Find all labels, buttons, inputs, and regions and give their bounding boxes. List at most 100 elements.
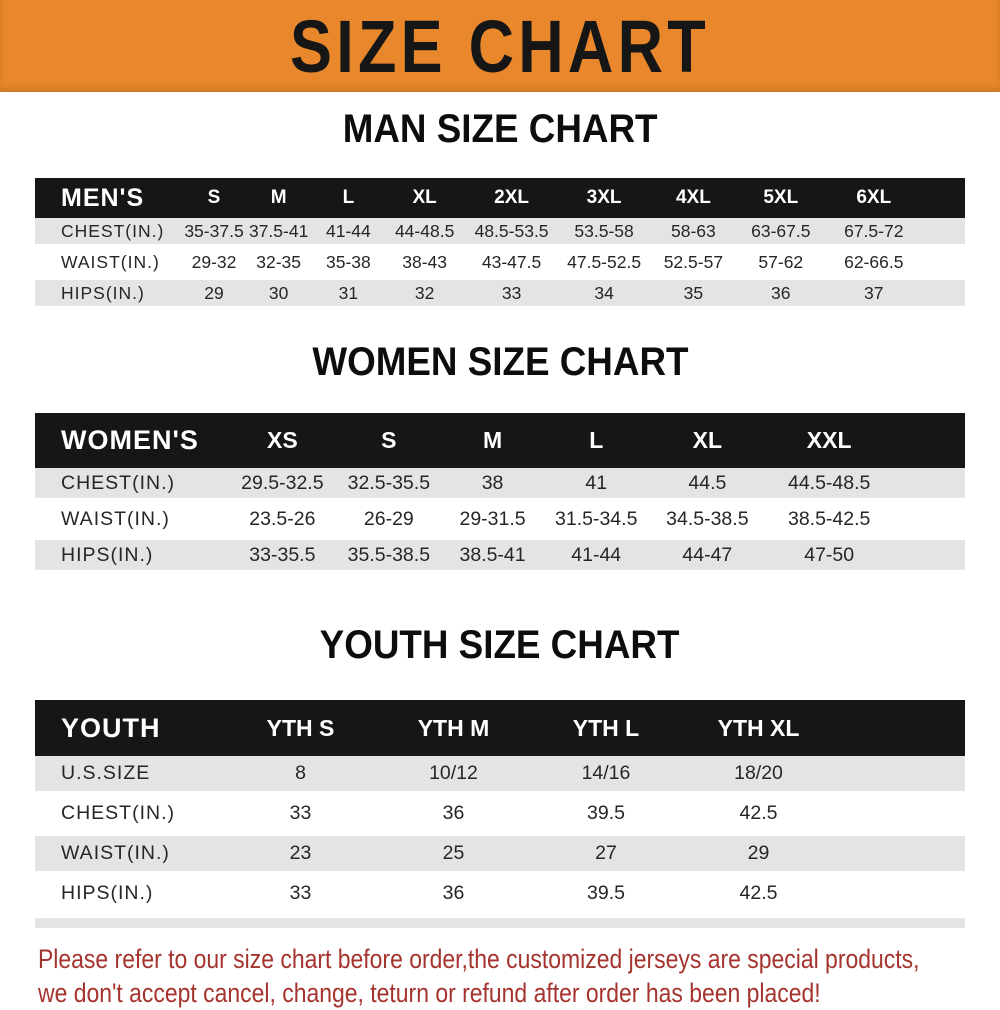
youth-hips-row: HIPS(IN.) 33 36 39.5 42.5	[35, 876, 965, 916]
cell: 41	[543, 468, 649, 504]
men-header-row: MEN'S S M L XL 2XL 3XL 4XL 5XL 6XL	[35, 178, 965, 218]
disclaimer-line-1: Please refer to our size chart before or…	[38, 944, 920, 974]
cell: 53.5-58	[557, 218, 651, 249]
man-size-chart-heading: MAN SIZE CHART	[342, 107, 658, 151]
cell: 32-35	[244, 249, 314, 280]
cell: 33	[223, 876, 378, 916]
cell: 26-29	[336, 504, 442, 540]
cell: 29	[682, 836, 835, 876]
youth-waist-row: WAIST(IN.) 23 25 27 29	[35, 836, 965, 876]
men-col-header: S	[183, 178, 245, 218]
cell: 47-50	[765, 540, 893, 576]
banner-title: SIZE CHART	[290, 4, 710, 88]
cell: 35-37.5	[183, 218, 245, 249]
cell: 33	[465, 280, 558, 311]
cell: 35	[650, 280, 737, 311]
cell: 36	[377, 876, 530, 916]
cell-filler	[834, 876, 965, 916]
size-chart-banner: SIZE CHART	[0, 0, 1000, 92]
cell: 41-44	[313, 218, 384, 249]
disclaimer-line-2: we don't accept cancel, change, teturn o…	[38, 978, 821, 1008]
women-col-header: L	[543, 413, 649, 468]
cell: 44.5	[648, 468, 766, 504]
cell: 39.5	[529, 796, 683, 836]
women-col-header: M	[441, 413, 544, 468]
cell-filler	[922, 280, 965, 311]
cell: 44-47	[648, 540, 766, 576]
cell: 32	[383, 280, 466, 311]
women-col-header: XS	[228, 413, 337, 468]
row-label: CHEST(IN.)	[35, 218, 184, 249]
cell: 36	[377, 796, 530, 836]
cell: 8	[223, 756, 378, 796]
women-waist-row: WAIST(IN.) 23.5-26 26-29 29-31.5 31.5-34…	[35, 504, 965, 540]
women-hips-row: HIPS(IN.) 33-35.5 35.5-38.5 38.5-41 41-4…	[35, 540, 965, 576]
cell: 35-38	[313, 249, 384, 280]
cell: 38	[441, 468, 544, 504]
cell: 63-67.5	[736, 218, 826, 249]
women-size-chart-heading: WOMEN SIZE CHART	[311, 340, 689, 384]
cell-filler	[892, 504, 965, 540]
women-table-label: WOMEN'S	[35, 413, 229, 468]
cell: 42.5	[682, 876, 835, 916]
disclaimer: Please refer to our size chart before or…	[38, 942, 1000, 1010]
cell-filler	[834, 796, 965, 836]
men-waist-row: WAIST(IN.) 29-32 32-35 35-38 38-43 43-47…	[35, 249, 965, 280]
women-col-header: S	[336, 413, 442, 468]
youth-table-label: YOUTH	[35, 700, 224, 756]
cell: 52.5-57	[650, 249, 737, 280]
men-col-header: M	[244, 178, 314, 218]
cell: 57-62	[736, 249, 826, 280]
row-label: U.S.SIZE	[35, 756, 224, 796]
cell: 23.5-26	[228, 504, 337, 540]
cell: 41-44	[543, 540, 649, 576]
row-label: CHEST(IN.)	[35, 796, 224, 836]
header-filler	[892, 413, 965, 468]
cell: 29	[183, 280, 245, 311]
cell-filler	[922, 218, 965, 249]
row-label: WAIST(IN.)	[35, 249, 184, 280]
cell: 38.5-42.5	[765, 504, 893, 540]
men-col-header: XL	[383, 178, 466, 218]
row-label: HIPS(IN.)	[35, 280, 184, 311]
cell: 38-43	[383, 249, 466, 280]
row-label: CHEST(IN.)	[35, 468, 229, 504]
cell-filler	[892, 468, 965, 504]
row-label: HIPS(IN.)	[35, 540, 229, 576]
cell: 14/16	[529, 756, 683, 796]
men-col-header: L	[313, 178, 384, 218]
youth-col-header: YTH L	[529, 700, 683, 756]
men-col-header: 6XL	[825, 178, 923, 218]
cell: 37	[825, 280, 923, 311]
youth-col-header: YTH XL	[682, 700, 835, 756]
women-size-table: WOMEN'S XS S M L XL XXL CHEST(IN.) 29.5-…	[35, 413, 965, 576]
men-size-table: MEN'S S M L XL 2XL 3XL 4XL 5XL 6XL CHEST…	[35, 178, 965, 311]
cell-filler	[892, 540, 965, 576]
cell: 25	[377, 836, 530, 876]
cell: 34.5-38.5	[648, 504, 766, 540]
cell-filler	[834, 836, 965, 876]
cell: 32.5-35.5	[336, 468, 442, 504]
cell: 34	[557, 280, 651, 311]
women-header-row: WOMEN'S XS S M L XL XXL	[35, 413, 965, 468]
cell: 38.5-41	[441, 540, 544, 576]
cell: 30	[244, 280, 314, 311]
men-col-header: 4XL	[650, 178, 737, 218]
men-col-header: 2XL	[465, 178, 558, 218]
cell: 18/20	[682, 756, 835, 796]
row-label: HIPS(IN.)	[35, 876, 224, 916]
cell: 31.5-34.5	[543, 504, 649, 540]
cell: 48.5-53.5	[465, 218, 558, 249]
cell: 44-48.5	[383, 218, 466, 249]
cell: 29-32	[183, 249, 245, 280]
youth-ussize-row: U.S.SIZE 8 10/12 14/16 18/20	[35, 756, 965, 796]
men-col-header: 3XL	[557, 178, 651, 218]
youth-col-header: YTH S	[223, 700, 378, 756]
men-chest-row: CHEST(IN.) 35-37.5 37.5-41 41-44 44-48.5…	[35, 218, 965, 249]
cell: 36	[736, 280, 826, 311]
youth-size-table: YOUTH YTH S YTH M YTH L YTH XL U.S.SIZE …	[35, 700, 965, 916]
row-label: WAIST(IN.)	[35, 836, 224, 876]
women-col-header: XL	[648, 413, 766, 468]
cell: 37.5-41	[244, 218, 314, 249]
header-filler	[834, 700, 965, 756]
